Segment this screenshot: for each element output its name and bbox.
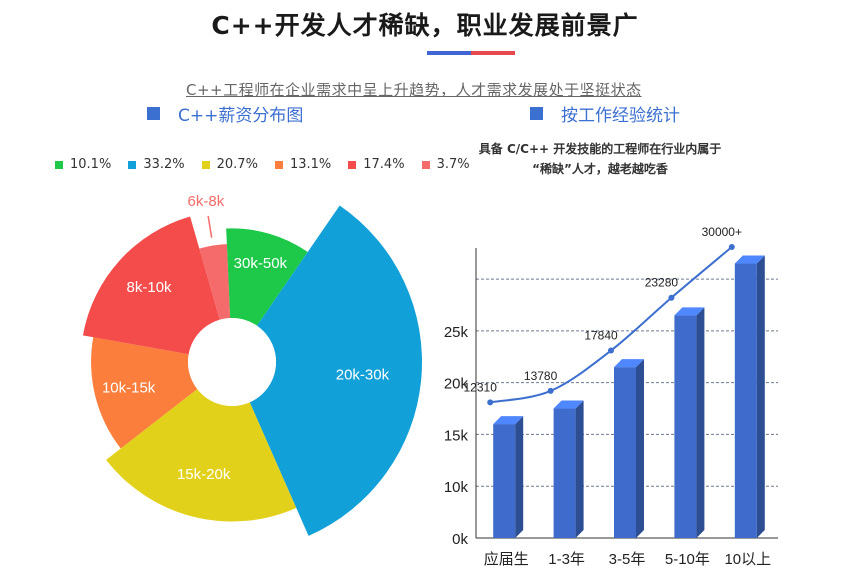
x-tick-label: 5-10年 xyxy=(665,551,710,568)
legend-swatch xyxy=(201,160,210,169)
pie-slice xyxy=(249,205,423,536)
bar-chart-caption-line-2: “稀缺”人才，越老越吃香 xyxy=(532,162,668,176)
bar-side xyxy=(575,400,584,538)
pie-slice-label: 10k-15k xyxy=(102,380,156,397)
pie-legend: 10.1% 33.2% 20.7% 13.1% 17.4% 3.7% xyxy=(55,157,487,172)
square-bullet-icon xyxy=(147,107,160,120)
trend-point xyxy=(487,399,494,406)
pie-slice xyxy=(82,216,220,355)
bar xyxy=(734,263,757,538)
legend-swatch xyxy=(348,160,357,169)
pie-slice-label: 20k-30k xyxy=(336,366,390,383)
bar-top xyxy=(493,416,524,425)
bar-section-heading: 按工作经验统计 xyxy=(530,101,680,126)
x-tick-label: 应届生 xyxy=(484,550,529,568)
data-label: 13780 xyxy=(524,369,558,383)
legend-label: 17.4% xyxy=(363,157,405,172)
bar-top xyxy=(614,359,644,368)
legend-item: 10.1% xyxy=(55,157,111,172)
pie-slice-label: 30k-50k xyxy=(234,255,288,272)
x-tick-label: 1-3年 xyxy=(548,551,585,568)
pie-leader-line xyxy=(207,215,213,238)
bar-top xyxy=(734,255,765,264)
bar xyxy=(553,408,576,538)
data-label: 30000+ xyxy=(702,225,742,239)
pie-slice-label: 15k-20k xyxy=(177,466,231,483)
bar-chart: 0k 10k 15k 20k 25k 应届生 1-3年 3-5年 5-10年 10以上 12310 1… xyxy=(444,225,778,568)
bar xyxy=(614,367,636,538)
y-tick-label: 10k xyxy=(444,479,469,496)
square-bullet-icon xyxy=(530,107,543,120)
bar-top xyxy=(674,307,705,316)
legend-swatch xyxy=(274,160,283,169)
bar-side xyxy=(696,307,705,538)
page-title: C++开发人才稀缺，职业发展前景广 xyxy=(211,11,639,40)
legend-swatch xyxy=(128,160,137,169)
pie-chart-title: C++薪资分布图 xyxy=(178,106,304,126)
trend-point xyxy=(728,243,735,250)
bar-top xyxy=(553,400,584,409)
legend-item: 17.4% xyxy=(348,157,405,172)
trend-point xyxy=(547,387,554,394)
data-label: 12310 xyxy=(464,380,498,394)
legend-label: 13.1% xyxy=(289,157,332,172)
pie-slice xyxy=(226,228,308,326)
x-tick-label: 3-5年 xyxy=(609,551,646,568)
legend-label: 3.7% xyxy=(436,157,470,172)
legend-item: 20.7% xyxy=(201,157,258,172)
legend-label: 20.7% xyxy=(216,157,258,172)
data-label: 17840 xyxy=(584,329,618,343)
title-underline xyxy=(427,51,515,55)
y-tick-label: 25k xyxy=(444,324,469,341)
bar xyxy=(493,424,516,538)
bar-chart-title: 按工作经验统计 xyxy=(561,106,680,126)
title-underline-red xyxy=(471,51,515,55)
page-subtitle: C++工程师在企业需求中呈上升趋势，人才需求发展处于坚挺状态 xyxy=(186,81,642,99)
legend-label: 33.2% xyxy=(143,157,185,172)
y-tick-label: 0k xyxy=(452,531,468,548)
bar-chart-caption-line-1: 具备 C/C++ 开发技能的工程师在行业内属于 xyxy=(478,142,722,156)
title-underline-blue xyxy=(427,51,471,55)
pie-slice xyxy=(199,244,231,320)
x-tick-label: 10以上 xyxy=(724,551,771,568)
trend-point xyxy=(668,294,675,301)
legend-item: 33.2% xyxy=(128,157,185,172)
pie-section-heading: C++薪资分布图 xyxy=(147,101,303,126)
legend-swatch xyxy=(55,160,63,169)
legend-item: 13.1% xyxy=(274,157,332,172)
bar xyxy=(674,315,697,538)
data-label: 23280 xyxy=(645,276,679,290)
bar-side xyxy=(636,359,644,538)
legend-label: 10.1% xyxy=(70,157,112,172)
bar-side xyxy=(756,255,765,539)
bar-side xyxy=(515,416,524,538)
pie-slice-label: 8k-10k xyxy=(127,279,173,296)
pie-center-hole xyxy=(188,318,276,406)
pie-slice xyxy=(91,337,198,449)
legend-swatch xyxy=(421,160,430,169)
pie-slice xyxy=(106,389,297,522)
trend-point xyxy=(608,347,614,354)
pie-slice-label: 6k-8k xyxy=(188,193,225,210)
y-tick-label: 15k xyxy=(444,427,469,444)
legend-item: 3.7% xyxy=(421,157,470,172)
pie-chart: 30k-50k 20k-30k 15k-20k 10k-15k 8k-10k 6k-8k xyxy=(82,193,423,536)
y-tick-label: 20k xyxy=(444,376,469,393)
